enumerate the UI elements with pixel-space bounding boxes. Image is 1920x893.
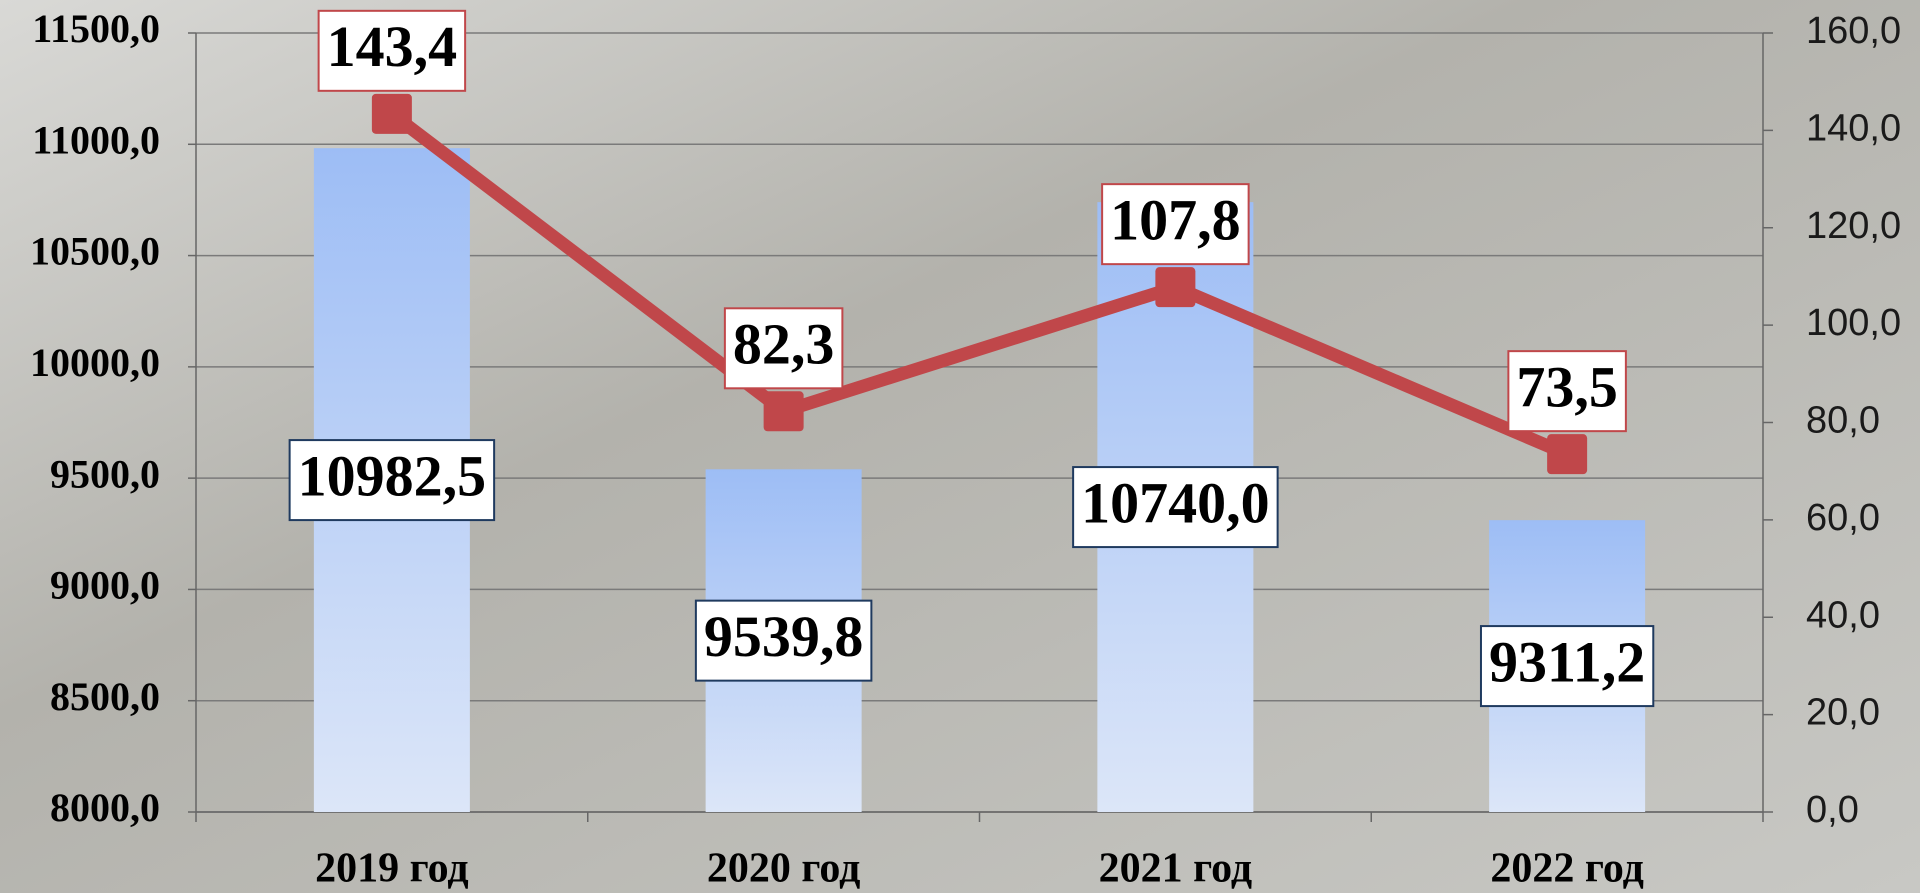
- y-tick-label: 8500,0: [50, 674, 160, 719]
- y-tick-label: 9000,0: [50, 563, 160, 608]
- y2-tick-label: 20,0: [1806, 692, 1880, 734]
- y2-tick-label: 0,0: [1806, 789, 1859, 831]
- x-tick-label: 2021 год: [1099, 846, 1253, 892]
- y-tick-label: 11000,0: [32, 117, 160, 162]
- x-tick-label: 2022 год: [1490, 846, 1644, 892]
- data-label-box: [1507, 350, 1627, 433]
- y2-tick-label: 60,0: [1806, 497, 1880, 539]
- data-label: 143,4: [327, 14, 458, 79]
- data-label: 107,8: [1110, 187, 1241, 252]
- y-tick-label: 11500,0: [32, 6, 160, 51]
- marker: [1547, 434, 1588, 475]
- marker: [371, 93, 412, 134]
- y-tick-label: 8000,0: [50, 785, 160, 830]
- y2-tick-label: 160,0: [1806, 10, 1901, 52]
- y2-tick-label: 100,0: [1806, 302, 1901, 344]
- x-tick-label: 2019 год: [315, 846, 469, 892]
- data-label: 9311,2: [1489, 629, 1645, 694]
- y-tick-label: 9500,0: [50, 451, 160, 496]
- data-label-box: [1072, 466, 1279, 549]
- y-tick-label: 10500,0: [30, 229, 160, 274]
- data-label: 9539,8: [704, 604, 864, 669]
- data-label: 82,3: [733, 312, 835, 377]
- marker: [1155, 267, 1196, 308]
- y2-tick-label: 40,0: [1806, 594, 1880, 636]
- data-label: 10740,0: [1081, 470, 1270, 535]
- marker: [763, 391, 804, 432]
- data-label: 73,5: [1516, 354, 1618, 419]
- line: [387, 108, 1570, 461]
- y2-tick-label: 80,0: [1806, 400, 1880, 442]
- y2-tick-label: 120,0: [1806, 205, 1901, 247]
- y2-tick-label: 140,0: [1806, 107, 1901, 149]
- data-label-box: [1101, 183, 1250, 266]
- data-label-box: [317, 9, 467, 92]
- x-tick-label: 2020 год: [707, 846, 861, 892]
- data-label-box: [694, 599, 873, 682]
- data-label: 10982,5: [298, 443, 487, 508]
- data-label-box: [1479, 625, 1655, 708]
- data-label-box: [288, 439, 496, 522]
- y-tick-label: 10000,0: [30, 340, 160, 385]
- data-label-box: [723, 307, 844, 390]
